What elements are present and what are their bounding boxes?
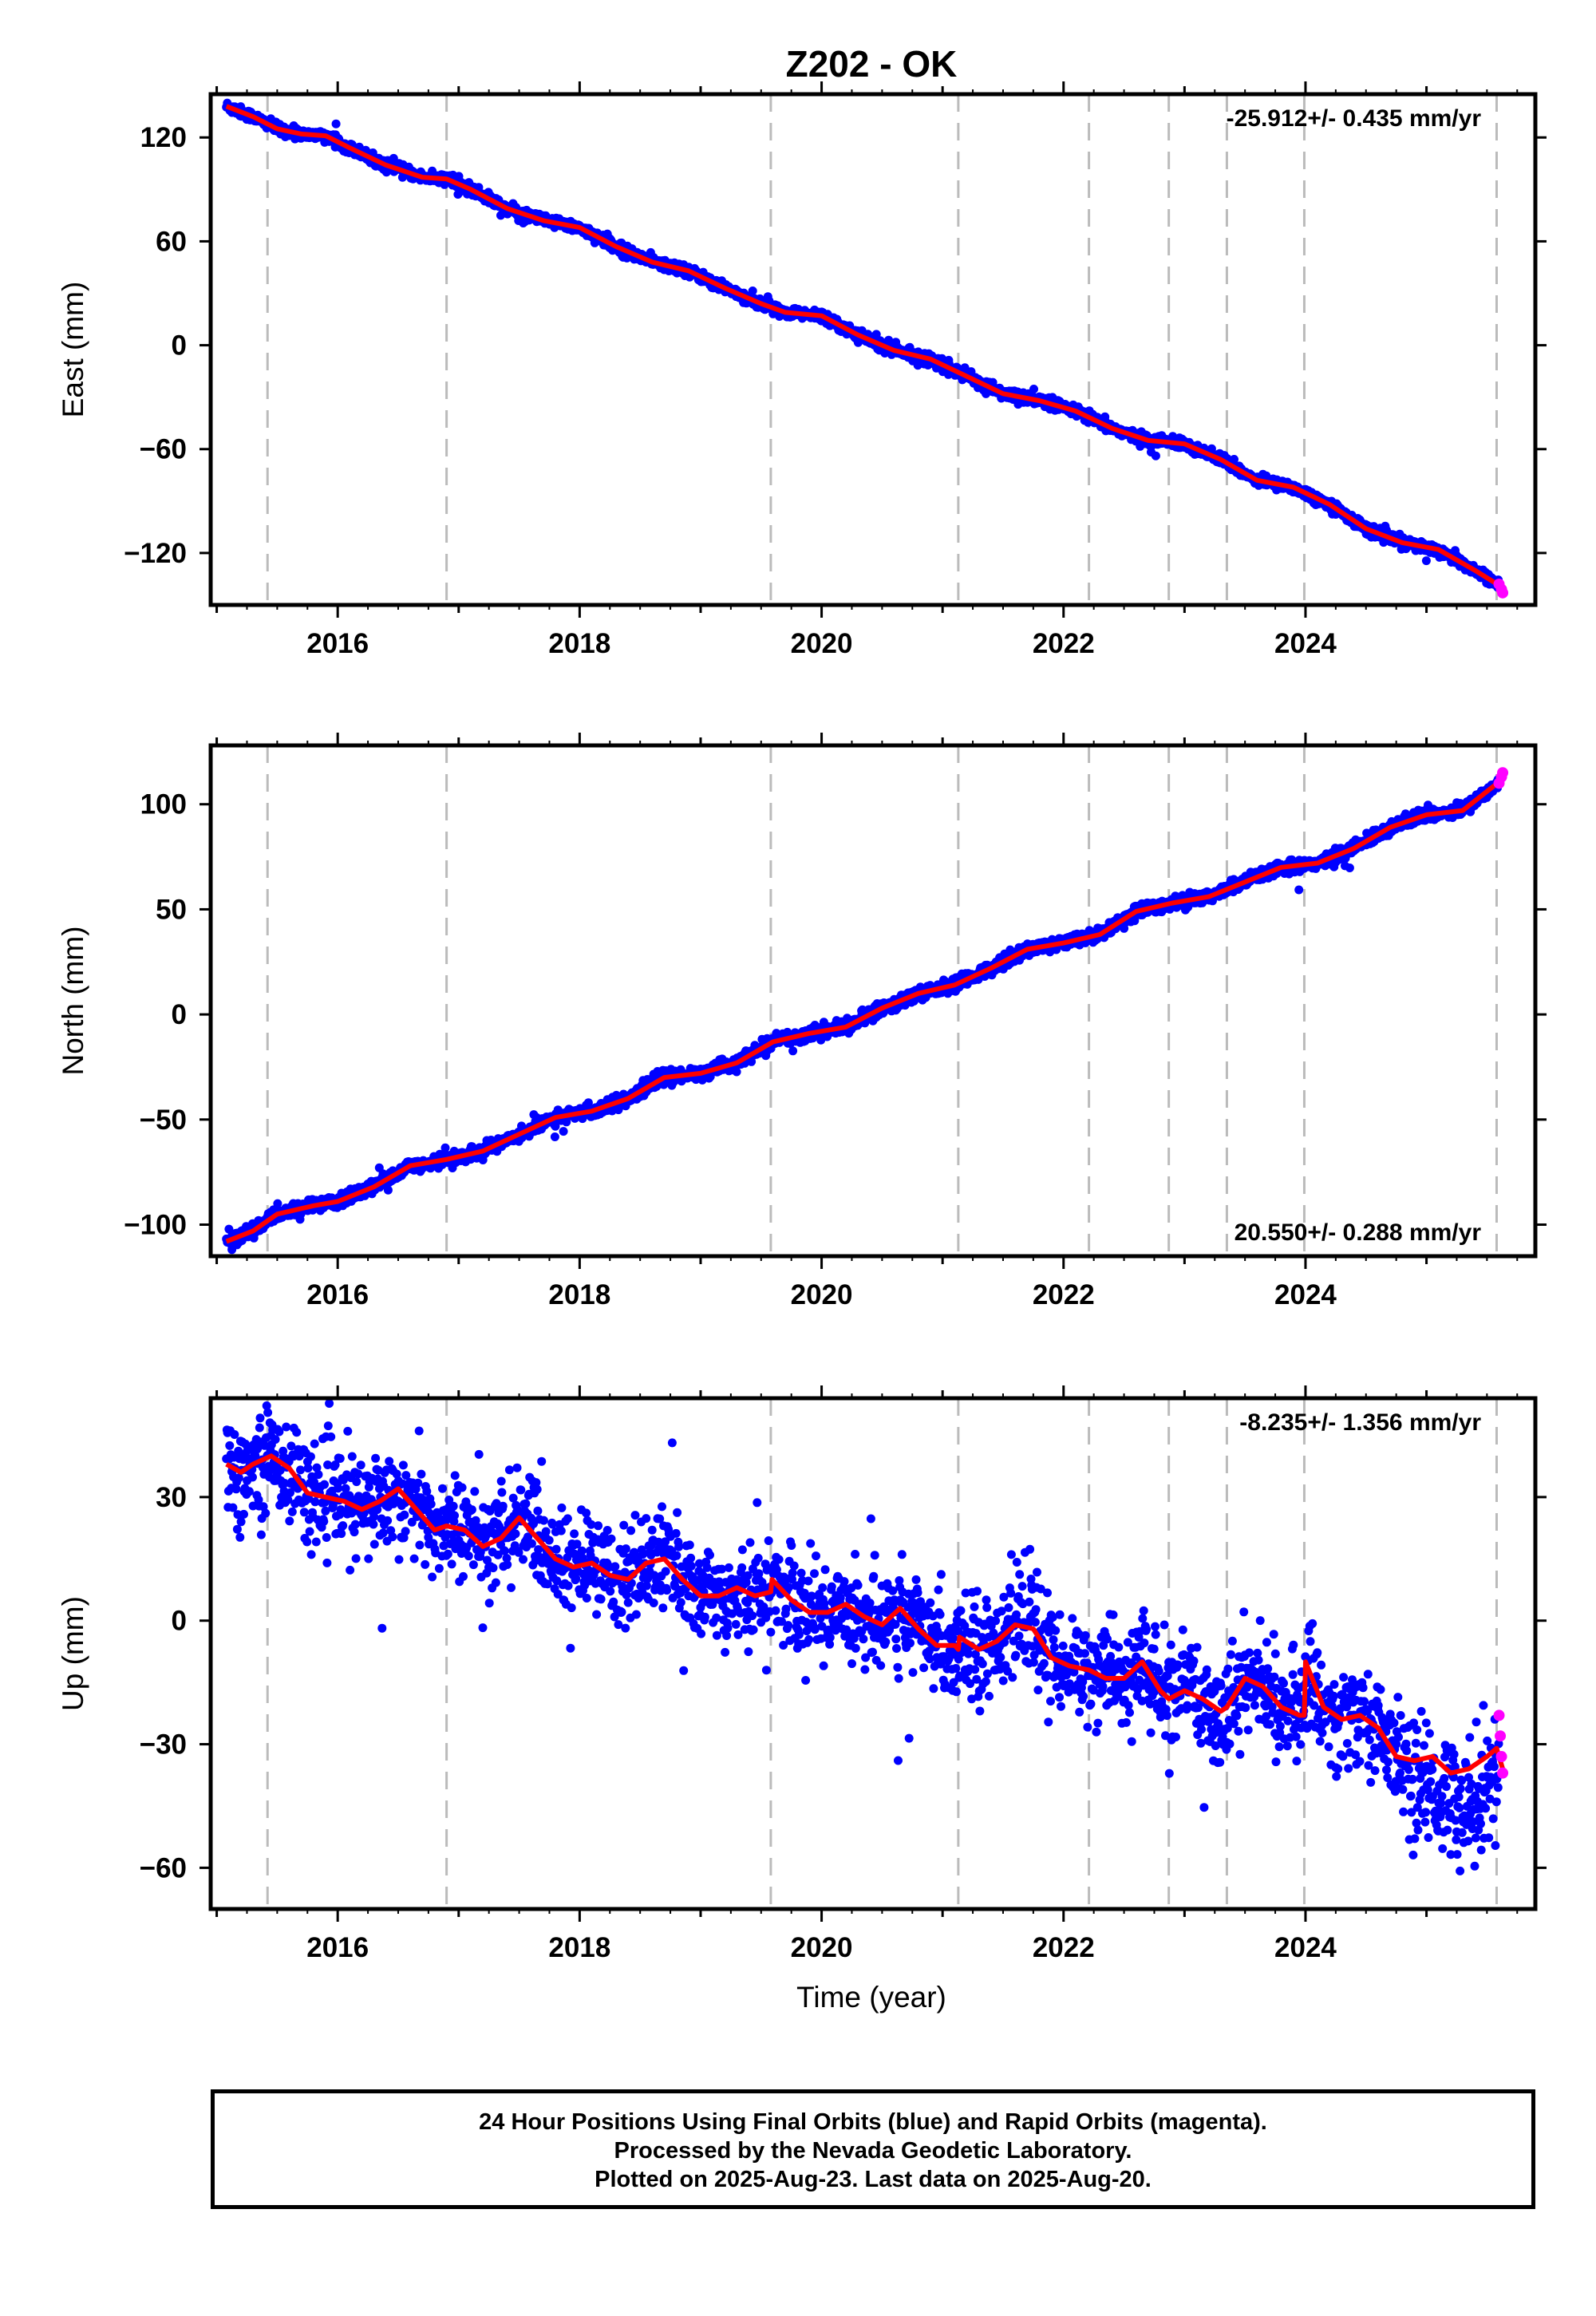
data-point: [383, 1185, 393, 1195]
plot-frame: [208, 92, 1538, 607]
rate-label: -25.912+/- 0.435 mm/yr: [1227, 105, 1482, 132]
x-tick-label: 2022: [1033, 628, 1095, 659]
data-point: [551, 1121, 560, 1131]
y-tick-label: 0: [172, 330, 187, 362]
data-point: [550, 1132, 559, 1141]
data-point: [1029, 385, 1038, 393]
x-tick-label: 2024: [1274, 628, 1337, 659]
data-point: [1421, 556, 1431, 566]
data-point: [440, 1143, 450, 1152]
y-tick-label: −60: [140, 434, 187, 465]
y-tick-label: −120: [124, 538, 187, 569]
y-axis-label: East (mm): [57, 282, 89, 418]
y-tick-label: 120: [140, 122, 187, 153]
data-point: [732, 1067, 741, 1077]
x-tick-label: 2018: [548, 628, 610, 659]
y-tick-label: 60: [156, 226, 187, 257]
gps-timeseries-figure: Z202 - OK 2016 2018 2020 2022 2024 −120 −60 0 60…: [57, 43, 1547, 2014]
panel-east: 2016 2018 2020 2022 2024 −120 −60 0 60 120 East (m…: [57, 81, 1547, 659]
figure-title: Z202 - OK: [786, 43, 958, 85]
data-point: [1151, 451, 1160, 460]
data-point: [748, 287, 757, 295]
x-tick-label: 2020: [791, 628, 853, 659]
data-point: [788, 1046, 798, 1056]
data-point: [583, 1098, 593, 1108]
data-point: [273, 1199, 282, 1208]
final-orbit-points: [222, 775, 1503, 1255]
x-tick-label: 2016: [306, 628, 369, 659]
data-point: [331, 119, 341, 128]
model-curve: [225, 104, 1504, 590]
data-point: [559, 1127, 568, 1136]
rapid-point: [1497, 587, 1509, 599]
panels-group: 2016 2018 2020 2022 2024 −120 −60 0 60 120 East (m…: [57, 81, 1547, 1963]
